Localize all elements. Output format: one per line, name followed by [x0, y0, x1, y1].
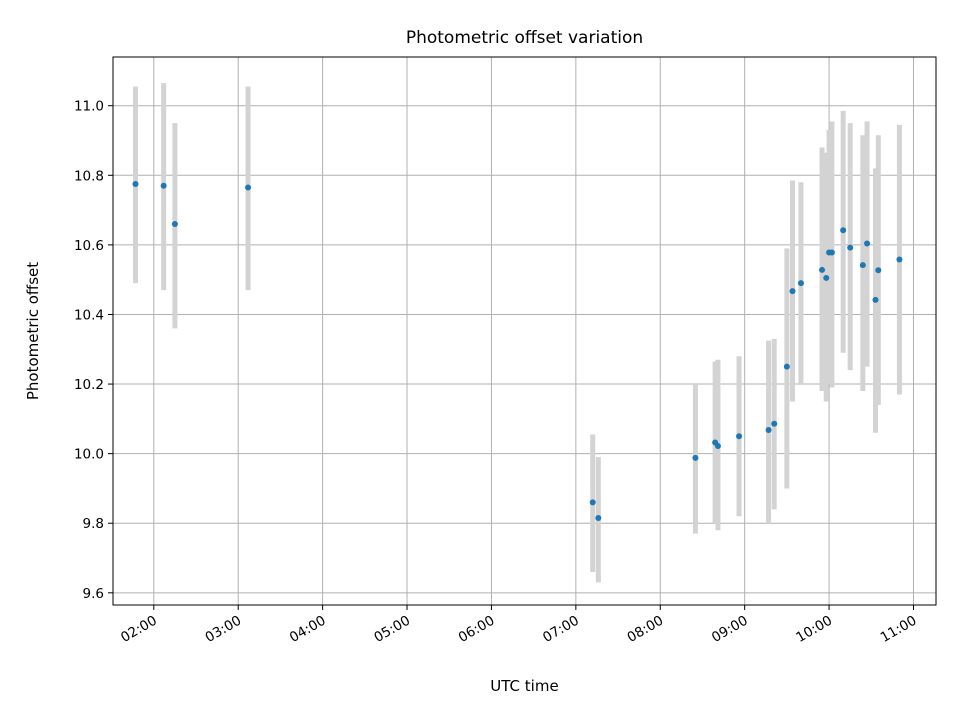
data-point — [589, 499, 596, 506]
y-tick-label: 10.0 — [74, 447, 104, 463]
data-point — [789, 288, 796, 295]
y-axis-ticks: 9.6 9.8 10.0 10.2 10.4 10.6 10.8 11.0 — [74, 99, 113, 602]
data-point — [736, 433, 743, 440]
y-tick-label: 10.8 — [74, 168, 104, 184]
data-point — [171, 221, 178, 228]
chart-title: Photometric offset variation — [406, 28, 643, 48]
data-point — [765, 426, 772, 433]
data-point — [692, 454, 699, 461]
y-tick-label: 10.6 — [74, 238, 104, 254]
data-point — [819, 266, 826, 273]
data-point — [896, 256, 903, 263]
data-point — [771, 420, 778, 427]
data-point — [859, 262, 866, 269]
data-point — [823, 274, 830, 281]
data-point — [847, 244, 854, 251]
data-point — [875, 267, 882, 274]
data-point — [245, 184, 252, 191]
data-point — [797, 280, 804, 287]
data-point — [595, 515, 602, 522]
data-point — [132, 180, 139, 187]
data-point — [864, 240, 871, 247]
y-tick-label: 9.6 — [83, 586, 104, 602]
y-tick-label: 10.4 — [74, 307, 104, 323]
data-point — [160, 182, 167, 189]
y-tick-label: 11.0 — [74, 99, 104, 115]
data-point — [840, 227, 847, 234]
data-point — [872, 296, 879, 303]
data-points — [132, 180, 903, 522]
data-point — [714, 442, 721, 449]
data-point — [783, 363, 790, 370]
x-axis-label: UTC time — [490, 677, 558, 695]
y-tick-label: 10.2 — [74, 377, 104, 393]
y-tick-label: 9.8 — [83, 516, 104, 532]
plot-frame — [112, 56, 937, 606]
y-axis-label: Photometric offset — [24, 262, 42, 400]
data-point — [828, 249, 835, 256]
